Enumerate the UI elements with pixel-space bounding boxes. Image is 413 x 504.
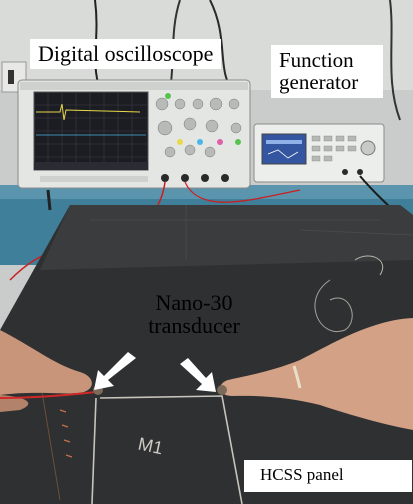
transducer-label: Nano-30 transducer bbox=[120, 289, 268, 339]
function-generator-label-line2: generator bbox=[279, 70, 358, 94]
outlet-socket bbox=[8, 70, 14, 84]
right-transducer bbox=[217, 385, 227, 395]
oscilloscope bbox=[18, 80, 250, 188]
panel-far-region bbox=[40, 205, 413, 270]
panel-label: HCSS panel bbox=[244, 460, 412, 492]
function-generator-label-line1: Function bbox=[279, 48, 354, 72]
oscilloscope-label: Digital oscilloscope bbox=[30, 39, 221, 69]
transducer-label-line1: Nano-30 bbox=[124, 291, 264, 314]
cable bbox=[48, 190, 50, 210]
transducer-label-line2: transducer bbox=[124, 314, 264, 337]
function-generator-label: Function generator bbox=[271, 45, 383, 98]
function-generator bbox=[254, 124, 384, 182]
